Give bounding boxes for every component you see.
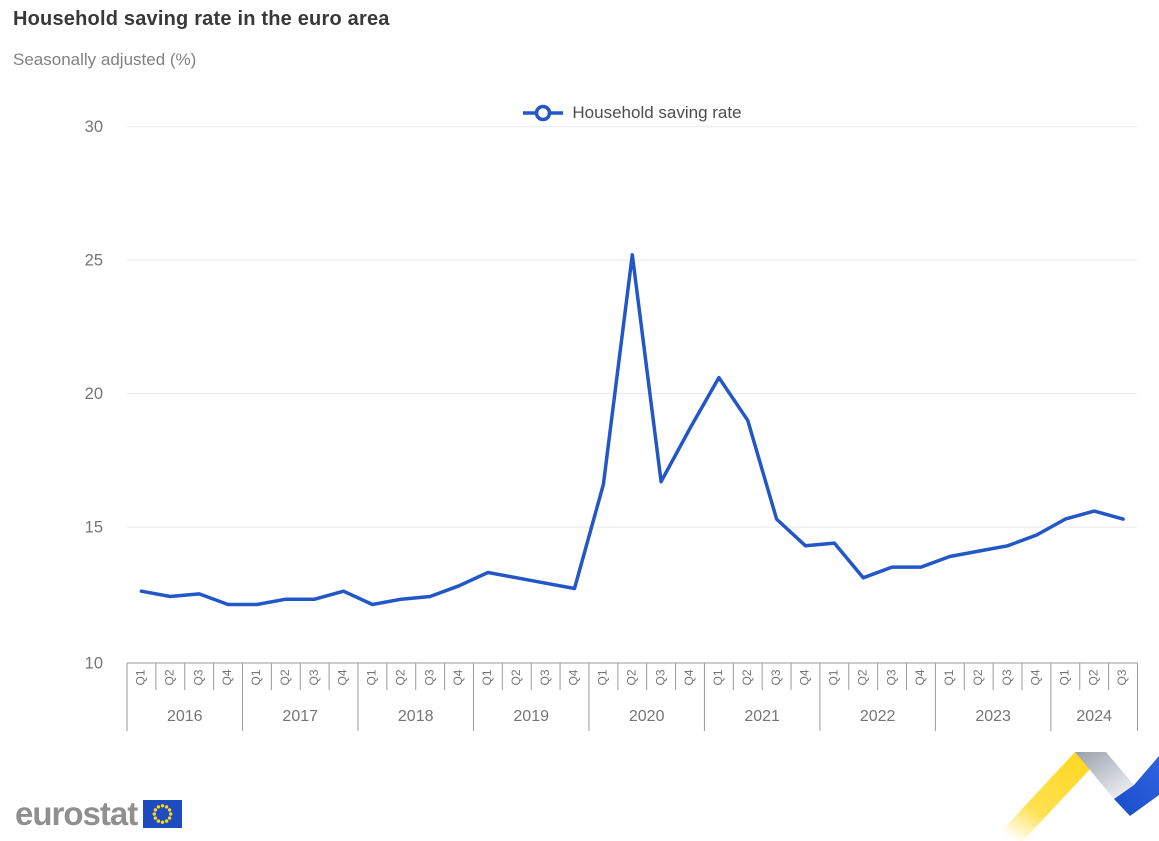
quarter-label: Q4: [567, 669, 581, 685]
eurostat-logo: eurostat: [15, 795, 183, 833]
eu-flag-star: [156, 805, 161, 809]
eu-flag-star: [165, 805, 169, 809]
quarter-label: Q3: [538, 669, 552, 685]
eurostat-logo-text: eurostat: [15, 795, 138, 832]
quarter-label: Q2: [1086, 669, 1100, 685]
quarter-label: Q2: [509, 669, 523, 685]
year-label: 2016: [167, 708, 203, 725]
quarter-label: Q1: [480, 669, 494, 685]
eu-flag-star: [161, 820, 165, 824]
year-label: 2024: [1076, 708, 1112, 725]
legend-marker-icon: [523, 104, 564, 122]
quarter-label: Q1: [249, 669, 263, 685]
quarter-label: Q4: [798, 669, 812, 685]
y-axis-label-25: 25: [85, 252, 103, 270]
quarter-label: Q2: [624, 669, 638, 685]
year-label: 2018: [398, 708, 434, 725]
quarter-label: Q3: [191, 669, 205, 685]
year-label: 2021: [744, 708, 780, 725]
quarter-label: Q3: [1000, 669, 1014, 685]
quarter-label: Q1: [365, 669, 379, 685]
legend-item[interactable]: Household saving rate: [523, 103, 742, 123]
quarter-label: Q2: [855, 669, 869, 685]
quarter-label: Q1: [942, 669, 956, 685]
year-label: 2023: [975, 708, 1011, 725]
y-axis-label-30: 30: [85, 118, 103, 136]
quarter-label: Q1: [134, 669, 148, 685]
y-axis-label-15: 15: [85, 519, 103, 537]
y-axis-label-10: 10: [85, 655, 103, 673]
ribbon-gray-band: [1075, 752, 1134, 799]
quarter-label: Q2: [740, 669, 754, 685]
quarter-label: Q1: [711, 669, 725, 685]
eu-flag-star: [153, 816, 158, 820]
quarter-label: Q4: [682, 669, 696, 685]
quarter-label: Q1: [596, 669, 610, 685]
series-line-household-saving-rate: [139, 253, 1125, 607]
year-label: 2020: [629, 708, 665, 725]
quarter-label: Q4: [451, 669, 465, 685]
quarter-label: Q4: [220, 669, 234, 685]
decorative-ribbon: [990, 750, 1159, 841]
legend: Household saving rate: [127, 98, 1138, 128]
quarter-label: Q2: [971, 669, 985, 685]
year-label: 2017: [282, 708, 318, 725]
eu-flag-star: [161, 804, 165, 808]
eu-flag-star: [168, 808, 172, 812]
eu-flag-star: [156, 819, 161, 823]
eu-flag-star: [165, 819, 169, 823]
quarter-label: Q3: [884, 669, 898, 685]
eu-flag-icon: [143, 800, 183, 828]
quarter-label: Q4: [913, 669, 927, 685]
quarter-label: Q2: [162, 669, 176, 685]
year-label: 2022: [860, 708, 896, 725]
quarter-label: Q4: [1029, 669, 1043, 685]
y-axis-label-20: 20: [85, 385, 103, 403]
quarter-label: Q2: [393, 669, 407, 685]
eu-flag-star: [152, 812, 157, 816]
quarter-label: Q1: [827, 669, 841, 685]
ribbon-yellow-band: [992, 752, 1106, 841]
quarter-label: Q2: [278, 669, 292, 685]
quarter-label: Q3: [653, 669, 667, 685]
chart-title: Household saving rate in the euro area: [13, 8, 390, 30]
quarter-label: Q3: [769, 669, 783, 685]
ribbon-blue-band: [1114, 756, 1159, 816]
quarter-label: Q3: [1115, 669, 1129, 685]
quarter-label: Q3: [307, 669, 321, 685]
quarter-label: Q1: [1057, 669, 1071, 685]
quarter-label: Q4: [336, 669, 350, 685]
year-label: 2019: [513, 708, 549, 725]
eu-flag-star: [169, 812, 173, 816]
quarter-label: Q3: [422, 669, 436, 685]
eu-flag-star: [168, 816, 172, 820]
chart-subtitle: Seasonally adjusted (%): [13, 50, 197, 69]
legend-item-label: Household saving rate: [572, 103, 742, 122]
eu-flag-star: [153, 808, 158, 812]
